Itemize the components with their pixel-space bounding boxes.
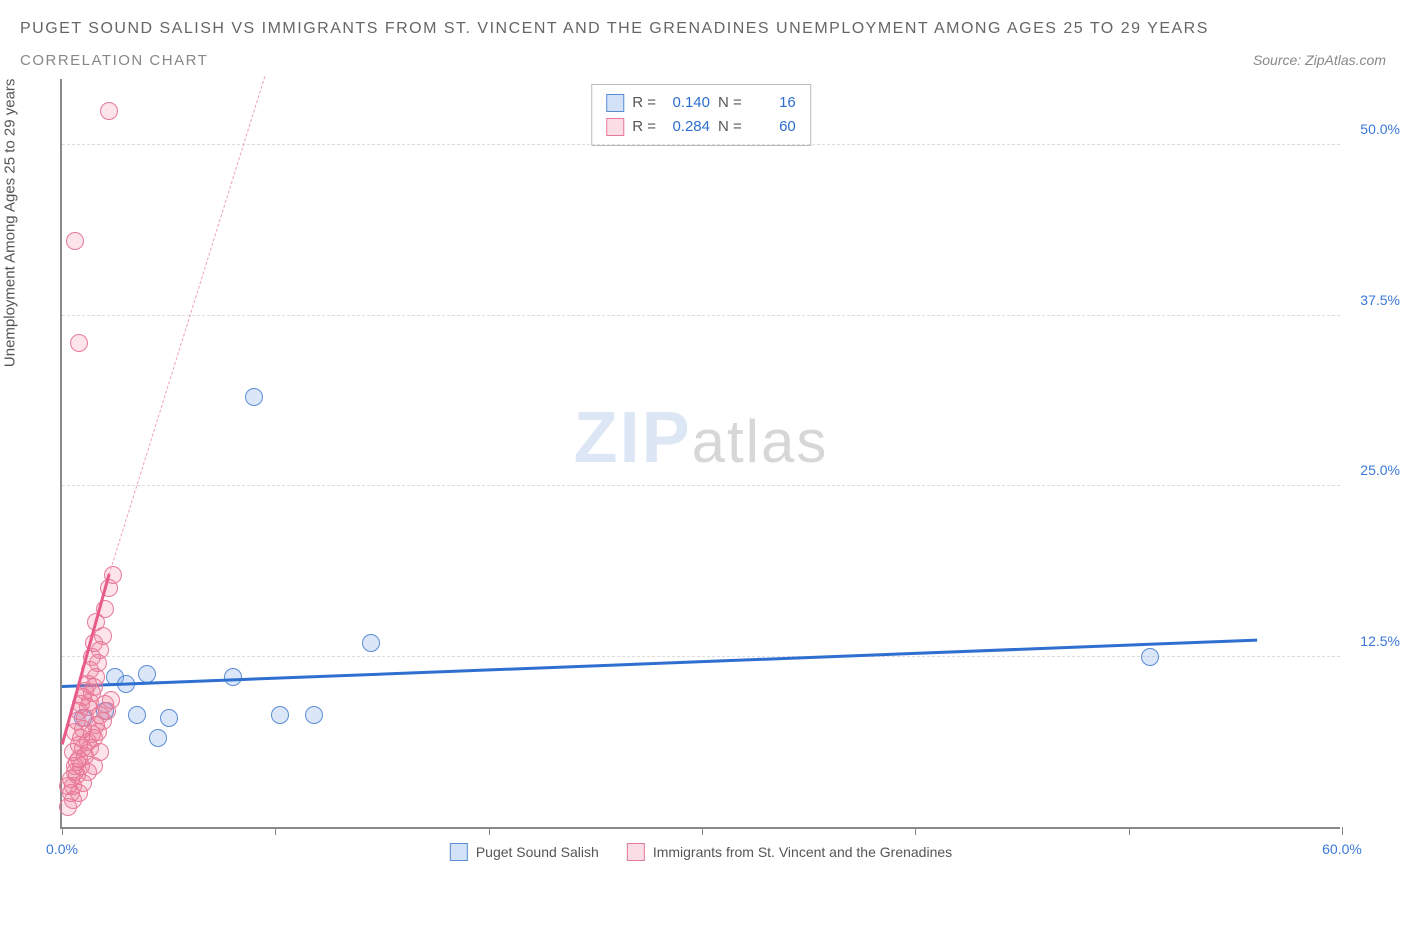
y-tick-label: 25.0% bbox=[1345, 462, 1400, 478]
x-tick bbox=[1129, 827, 1130, 835]
x-tick bbox=[62, 827, 63, 835]
gridline bbox=[62, 485, 1340, 486]
legend-stats-row-blue: R = 0.140 N = 16 bbox=[606, 91, 796, 115]
gridline bbox=[62, 144, 1340, 145]
legend-label-blue: Puget Sound Salish bbox=[476, 844, 599, 860]
swatch-pink-icon bbox=[627, 843, 645, 861]
legend-item-pink: Immigrants from St. Vincent and the Gren… bbox=[627, 843, 952, 861]
chart-area: Unemployment Among Ages 25 to 29 years Z… bbox=[20, 79, 1386, 869]
n-value-blue: 16 bbox=[750, 91, 796, 115]
x-tick-label: 0.0% bbox=[46, 841, 78, 857]
r-label: R = bbox=[632, 115, 656, 139]
scatter-point bbox=[149, 729, 167, 747]
gridline bbox=[62, 315, 1340, 316]
legend-stats-row-pink: R = 0.284 N = 60 bbox=[606, 115, 796, 139]
r-value-blue: 0.140 bbox=[664, 91, 710, 115]
legend-label-pink: Immigrants from St. Vincent and the Gren… bbox=[653, 844, 952, 860]
scatter-point bbox=[100, 102, 118, 120]
y-tick-label: 12.5% bbox=[1345, 633, 1400, 649]
trend-line bbox=[62, 639, 1257, 688]
x-tick bbox=[489, 827, 490, 835]
n-value-pink: 60 bbox=[750, 115, 796, 139]
n-label: N = bbox=[718, 115, 742, 139]
scatter-point bbox=[224, 668, 242, 686]
scatter-point bbox=[305, 706, 323, 724]
scatter-point bbox=[66, 232, 84, 250]
y-tick-label: 37.5% bbox=[1345, 292, 1400, 308]
y-axis-label: Unemployment Among Ages 25 to 29 years bbox=[2, 79, 19, 368]
plot-area: ZIPatlas R = 0.140 N = 16 R = 0.284 N = … bbox=[60, 79, 1340, 829]
n-label: N = bbox=[718, 91, 742, 115]
chart-title: PUGET SOUND SALISH VS IMMIGRANTS FROM ST… bbox=[20, 20, 1386, 38]
scatter-point bbox=[271, 706, 289, 724]
subtitle-row: CORRELATION CHART Source: ZipAtlas.com bbox=[20, 52, 1386, 69]
swatch-blue-icon bbox=[606, 94, 624, 112]
y-tick-label: 50.0% bbox=[1345, 121, 1400, 137]
watermark-zip: ZIP bbox=[574, 398, 692, 478]
trend-line-dashed bbox=[108, 76, 265, 574]
x-tick bbox=[915, 827, 916, 835]
scatter-point bbox=[91, 743, 109, 761]
x-tick bbox=[702, 827, 703, 835]
legend-item-blue: Puget Sound Salish bbox=[450, 843, 599, 861]
swatch-pink-icon bbox=[606, 118, 624, 136]
watermark-atlas: atlas bbox=[692, 408, 829, 475]
scatter-point bbox=[362, 634, 380, 652]
legend-stats-box: R = 0.140 N = 16 R = 0.284 N = 60 bbox=[591, 84, 811, 146]
swatch-blue-icon bbox=[450, 843, 468, 861]
r-label: R = bbox=[632, 91, 656, 115]
r-value-pink: 0.284 bbox=[664, 115, 710, 139]
scatter-point bbox=[128, 706, 146, 724]
scatter-point bbox=[70, 334, 88, 352]
scatter-point bbox=[1141, 648, 1159, 666]
x-tick-label: 60.0% bbox=[1322, 841, 1362, 857]
x-tick bbox=[275, 827, 276, 835]
source-label: Source: ZipAtlas.com bbox=[1253, 52, 1386, 68]
scatter-point bbox=[102, 691, 120, 709]
scatter-point bbox=[245, 388, 263, 406]
scatter-point bbox=[160, 709, 178, 727]
x-tick bbox=[1342, 827, 1343, 835]
chart-subtitle: CORRELATION CHART bbox=[20, 52, 208, 69]
bottom-legend: Puget Sound Salish Immigrants from St. V… bbox=[450, 843, 952, 861]
watermark: ZIPatlas bbox=[574, 397, 829, 479]
chart-container: PUGET SOUND SALISH VS IMMIGRANTS FROM ST… bbox=[20, 20, 1386, 910]
